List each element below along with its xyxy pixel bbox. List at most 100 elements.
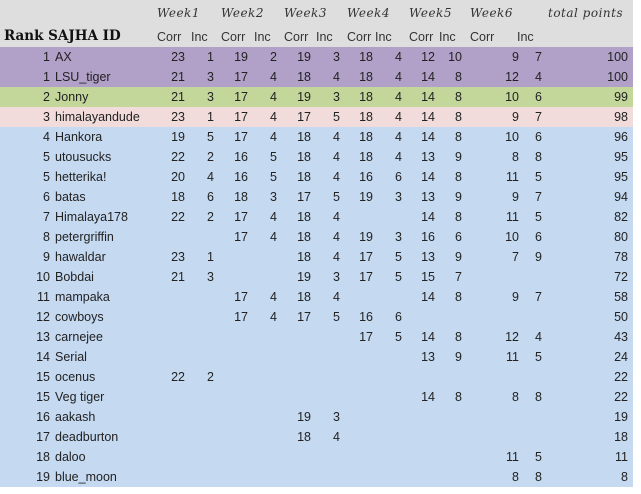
corr-header: Corr [157, 30, 182, 44]
inc-cell: 7 [535, 50, 542, 64]
header-row: Week1 Week2 Week3 Week4 Week5 Week6 total poin… [0, 0, 633, 47]
sajha-id-cell: carnejee [55, 330, 103, 344]
corr-cell: 13 [421, 150, 435, 164]
inc-cell: 4 [270, 90, 277, 104]
inc-cell: 9 [455, 350, 462, 364]
table-row: 8 petergriffin 17 4 18 4 19 3 16 6 10 6 80 [0, 227, 633, 247]
corr-cell: 19 [297, 270, 311, 284]
inc-cell: 6 [455, 230, 462, 244]
inc-cell: 7 [455, 270, 462, 284]
table-row: 1 LSU_tiger 21 3 17 4 18 4 18 4 14 8 12 4 100 [0, 67, 633, 87]
rank-cell: 5 [43, 150, 50, 164]
corr-cell: 14 [421, 170, 435, 184]
rank-cell: 10 [36, 270, 50, 284]
total-cell: 98 [614, 110, 628, 124]
total-cell: 22 [614, 390, 628, 404]
corr-cell: 16 [359, 310, 373, 324]
rank-cell: 6 [43, 190, 50, 204]
total-cell: 96 [614, 130, 628, 144]
rank-cell: 13 [36, 330, 50, 344]
sajha-id-cell: utousucks [55, 150, 112, 164]
inc-cell: 8 [455, 330, 462, 344]
standings-sheet: Week1 Week2 Week3 Week4 Week5 Week6 total poin… [0, 0, 633, 487]
table-row: 1 AX 23 1 19 2 19 3 18 4 12 10 9 7 100 [0, 47, 633, 67]
inc-cell: 5 [535, 210, 542, 224]
corr-cell: 17 [234, 210, 248, 224]
inc-cell: 8 [455, 290, 462, 304]
corr-cell: 21 [171, 70, 185, 84]
rank-cell: 15 [36, 390, 50, 404]
corr-cell: 23 [171, 110, 185, 124]
corr-cell: 18 [359, 70, 373, 84]
inc-cell: 8 [455, 70, 462, 84]
sajha-id-cell: mampaka [55, 290, 110, 304]
rank-cell: 11 [37, 290, 50, 304]
corr-cell: 11 [506, 210, 519, 224]
inc-cell: 1 [207, 110, 214, 124]
total-cell: 50 [614, 310, 628, 324]
inc-cell: 3 [333, 90, 340, 104]
table-row: 4 Hankora 19 5 17 4 18 4 18 4 14 8 10 6 96 [0, 127, 633, 147]
table-row: 5 utousucks 22 2 16 5 18 4 18 4 13 9 8 8 95 [0, 147, 633, 167]
corr-cell: 9 [512, 110, 519, 124]
sajha-id-cell: AX [55, 50, 72, 64]
inc-cell: 7 [535, 290, 542, 304]
total-points-header: total points [548, 6, 624, 20]
corr-cell: 12 [505, 330, 519, 344]
total-cell: 22 [614, 370, 628, 384]
inc-cell: 9 [455, 190, 462, 204]
inc-cell: 4 [270, 310, 277, 324]
corr-cell: 14 [421, 330, 435, 344]
inc-cell: 3 [333, 270, 340, 284]
inc-cell: 6 [535, 90, 542, 104]
corr-cell: 10 [505, 90, 519, 104]
inc-cell: 8 [535, 390, 542, 404]
inc-cell: 6 [535, 130, 542, 144]
corr-header: Corr [221, 30, 246, 44]
inc-cell: 4 [395, 70, 402, 84]
inc-cell: 4 [270, 130, 277, 144]
inc-cell: 9 [455, 150, 462, 164]
total-cell: 100 [607, 50, 628, 64]
table-row: 18 daloo 11 5 11 [0, 447, 633, 467]
corr-cell: 14 [421, 290, 435, 304]
inc-cell: 4 [535, 70, 542, 84]
total-cell: 11 [615, 450, 628, 464]
inc-cell: 4 [270, 210, 277, 224]
inc-cell: 3 [333, 410, 340, 424]
inc-cell: 8 [455, 90, 462, 104]
corr-cell: 22 [171, 210, 185, 224]
table-row: 6 batas 18 6 18 3 17 5 19 3 13 9 9 7 94 [0, 187, 633, 207]
corr-cell: 18 [297, 290, 311, 304]
inc-cell: 6 [535, 230, 542, 244]
inc-cell: 4 [270, 70, 277, 84]
corr-cell: 17 [234, 290, 248, 304]
total-cell: 43 [614, 330, 628, 344]
sajha-id-cell: Serial [55, 350, 87, 364]
inc-cell: 4 [395, 110, 402, 124]
corr-cell: 17 [297, 190, 311, 204]
inc-cell: 3 [333, 50, 340, 64]
corr-cell: 23 [171, 50, 185, 64]
corr-cell: 11 [506, 350, 519, 364]
rank-cell: 1 [43, 70, 50, 84]
inc-cell: 8 [455, 170, 462, 184]
inc-cell: 10 [448, 50, 462, 64]
inc-cell: 3 [395, 230, 402, 244]
inc-cell: 4 [333, 210, 340, 224]
corr-cell: 18 [297, 170, 311, 184]
inc-cell: 4 [395, 90, 402, 104]
corr-header: Corr [284, 30, 309, 44]
inc-cell: 4 [333, 230, 340, 244]
week-header: Week6 [470, 6, 513, 20]
week-header: Week3 [284, 6, 327, 20]
corr-cell: 18 [297, 210, 311, 224]
corr-header: Corr [470, 30, 495, 44]
corr-cell: 18 [359, 150, 373, 164]
inc-cell: 7 [535, 190, 542, 204]
corr-cell: 13 [421, 250, 435, 264]
total-cell: 94 [614, 190, 628, 204]
rank-cell: 14 [36, 350, 50, 364]
corr-cell: 10 [505, 130, 519, 144]
corr-cell: 22 [171, 370, 185, 384]
